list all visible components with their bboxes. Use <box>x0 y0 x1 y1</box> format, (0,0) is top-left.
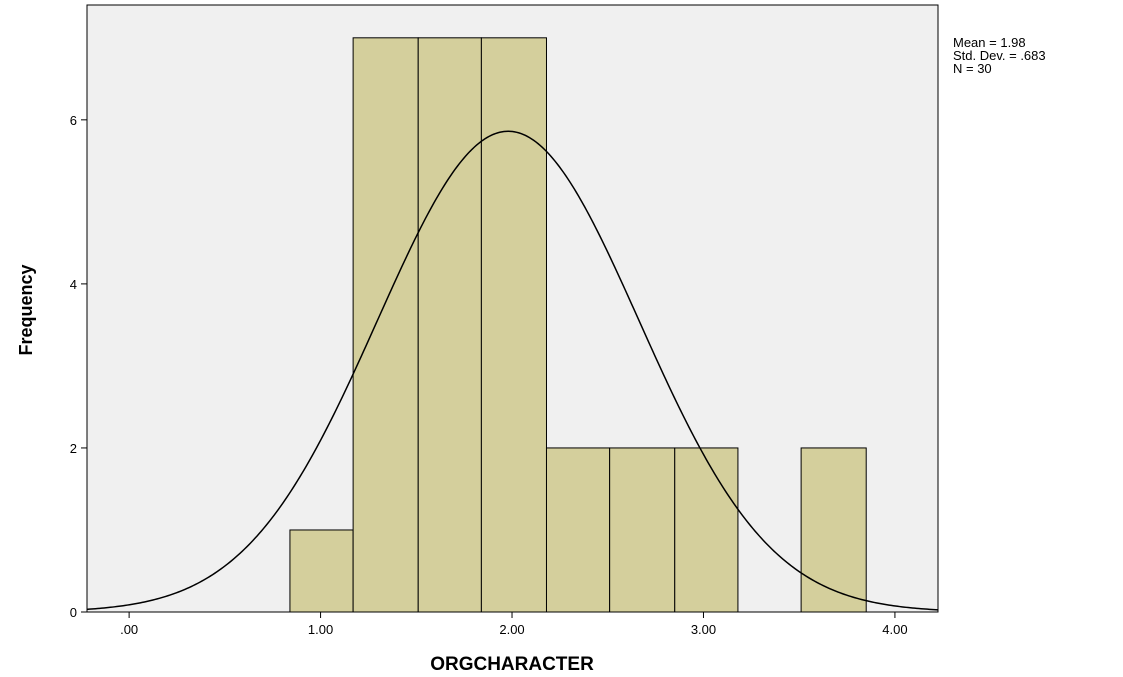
bar <box>609 447 676 613</box>
y-tick-label: 4 <box>70 277 77 292</box>
bar <box>352 37 419 613</box>
x-tick-label: 2.00 <box>499 622 524 637</box>
x-axis-label: ORGCHARACTER <box>430 654 594 675</box>
bar <box>289 529 354 613</box>
normal-curve <box>86 130 939 611</box>
bar <box>800 447 867 613</box>
bar <box>417 37 482 613</box>
stat-label: Mean = 1.98 <box>953 35 1026 50</box>
bar <box>480 37 547 613</box>
stat-label: Std. Dev. = .683 <box>953 48 1046 63</box>
y-axis-label: Frequency <box>16 264 36 355</box>
bar <box>545 447 611 613</box>
x-tick-label: .00 <box>120 622 138 637</box>
bar <box>674 447 739 613</box>
x-tick-label: 3.00 <box>691 622 716 637</box>
stat-label: N = 30 <box>953 61 992 76</box>
x-tick-label: 1.00 <box>308 622 333 637</box>
y-tick-label: 6 <box>70 113 77 128</box>
y-tick-label: 2 <box>70 441 77 456</box>
x-tick-label: 4.00 <box>882 622 907 637</box>
y-tick-label: 0 <box>70 605 77 620</box>
